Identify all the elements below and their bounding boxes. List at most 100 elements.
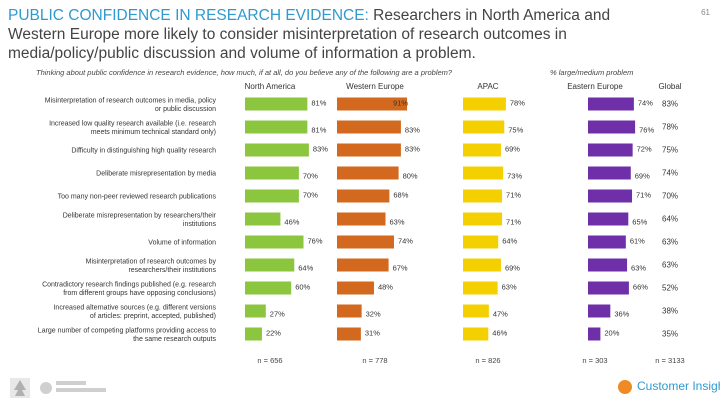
bar-value-label: 71% — [636, 191, 651, 200]
bar — [245, 304, 266, 318]
bar — [463, 235, 499, 249]
bar — [463, 97, 506, 111]
bar — [463, 120, 505, 134]
bar — [337, 143, 401, 157]
bar — [245, 97, 308, 111]
page-title: PUBLIC CONFIDENCE IN RESEARCH EVIDENCE: … — [8, 6, 648, 63]
page-number: 61 — [701, 8, 710, 17]
bar-value-label: 60% — [295, 283, 310, 292]
category-label: Difficulty in distinguishing high qualit… — [71, 148, 216, 155]
series-header: Global — [658, 82, 681, 91]
bar — [463, 166, 504, 180]
bar — [245, 327, 262, 341]
bar-value-label: 74% — [638, 99, 653, 108]
bar — [463, 212, 503, 226]
global-value-label: 83% — [662, 100, 678, 109]
bar-value-label: 74% — [398, 237, 413, 246]
bar-value-label: 71% — [506, 191, 521, 200]
bar-value-label: 66% — [633, 283, 648, 292]
bar-value-label: 36% — [614, 310, 629, 319]
bar-value-label: 68% — [393, 191, 408, 200]
bar — [337, 258, 389, 272]
bar — [588, 258, 628, 272]
category-label: Misinterpretation of research outcomes i… — [45, 97, 217, 112]
bar — [245, 143, 309, 157]
bar — [337, 281, 374, 295]
bar-value-label: 72% — [637, 145, 652, 154]
bar — [463, 189, 503, 203]
bar-value-label: 64% — [502, 237, 517, 246]
sample-size-label: n = 826 — [475, 356, 500, 365]
bar-value-label: 69% — [505, 264, 520, 273]
global-value-label: 70% — [662, 192, 678, 201]
category-label: Misinterpretation of research outcomes b… — [86, 258, 217, 273]
title-highlight: PUBLIC CONFIDENCE IN RESEARCH EVIDENCE: — [8, 7, 369, 24]
bar-value-label: 63% — [502, 283, 517, 292]
series-header: Eastern Europe — [567, 82, 623, 91]
global-value-label: 75% — [662, 146, 678, 155]
bar-value-label: 80% — [403, 172, 418, 181]
bar-value-label: 83% — [405, 126, 420, 135]
bar — [463, 281, 498, 295]
bar-value-label: 76% — [308, 237, 323, 246]
bar-value-label: 69% — [635, 172, 650, 181]
bar-value-label: 46% — [284, 218, 299, 227]
global-value-label: 63% — [662, 261, 678, 270]
bar — [245, 166, 299, 180]
bar-value-label: 83% — [313, 145, 328, 154]
global-value-label: 35% — [662, 330, 678, 339]
category-label: Deliberate misrepresentation by media — [96, 171, 216, 178]
bar — [337, 97, 408, 111]
series-header: Western Europe — [346, 82, 404, 91]
bar — [463, 143, 501, 157]
bar — [337, 120, 401, 134]
bar — [588, 281, 629, 295]
category-label: Deliberate misrepresentation by research… — [63, 212, 217, 227]
bar-value-label: 75% — [508, 126, 523, 135]
category-label: Increased alternative sources (e.g. diff… — [53, 304, 216, 319]
bar — [463, 327, 489, 341]
bar-value-label: 48% — [378, 283, 393, 292]
bar-value-label: 70% — [303, 172, 318, 181]
global-value-label: 74% — [662, 169, 678, 178]
bar — [337, 212, 386, 226]
bar — [337, 166, 399, 180]
bar-value-label: 22% — [266, 329, 281, 338]
bar — [245, 281, 292, 295]
bar-value-label: 64% — [298, 264, 313, 273]
bar-value-label: 46% — [492, 329, 507, 338]
bar-value-label: 31% — [365, 329, 380, 338]
bar-value-label: 81% — [311, 99, 326, 108]
bar — [245, 235, 304, 249]
bar — [588, 212, 629, 226]
series-header: North America — [245, 82, 296, 91]
bar-value-label: 70% — [303, 191, 318, 200]
bar-value-label: 67% — [393, 264, 408, 273]
customer-insights-logo-text: Customer Insights — [637, 379, 720, 393]
bar-value-label: 73% — [507, 172, 522, 181]
bar — [588, 143, 633, 157]
bar-value-label: 91% — [393, 99, 408, 108]
bar — [245, 258, 295, 272]
title-rest: Researchers in North America and Western… — [8, 7, 611, 62]
bar — [588, 327, 601, 341]
question-note: % large/medium problem — [550, 68, 634, 77]
bar-value-label: 69% — [505, 145, 520, 154]
bar — [337, 235, 394, 249]
bar-value-label: 20% — [604, 329, 619, 338]
category-label: Increased low quality research available… — [49, 120, 216, 135]
bar — [245, 212, 281, 226]
sample-size-label: n = 656 — [257, 356, 282, 365]
survey-question: Thinking about public confidence in rese… — [36, 68, 453, 77]
publisher-logos — [10, 378, 106, 398]
bar-value-label: 32% — [366, 310, 381, 319]
bar — [337, 304, 362, 318]
bar-value-label: 81% — [311, 126, 326, 135]
global-value-label: 78% — [662, 123, 678, 132]
category-label: Contradictory research findings publishe… — [42, 281, 216, 296]
global-value-label: 52% — [662, 284, 678, 293]
bar-value-label: 83% — [405, 145, 420, 154]
elsevier-tree-logo — [10, 378, 30, 398]
bar — [588, 166, 631, 180]
